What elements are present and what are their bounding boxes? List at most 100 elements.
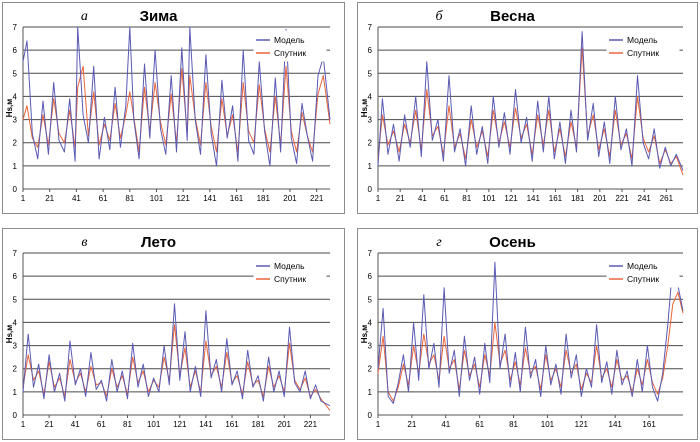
x-tick-label: 161	[549, 194, 563, 203]
y-tick-label: 1	[368, 388, 373, 397]
x-tick-label: 161	[642, 420, 656, 429]
y-tick-label: 5	[368, 69, 373, 78]
x-tick-label: 181	[251, 420, 265, 429]
x-tick-label: 141	[609, 420, 623, 429]
y-tick-label: 2	[368, 365, 373, 374]
y-tick-label: 2	[13, 139, 18, 148]
legend-label: Модель	[274, 35, 305, 45]
chart-panel-summer: 0 1 2 3 4 5 6 7 1 21 41 61 81 101 121 141 161 181 201 221 Hs…	[2, 228, 345, 440]
x-tick-label: 81	[125, 194, 134, 203]
x-tick-label: 21	[407, 420, 416, 429]
chart-title: Весна	[490, 8, 535, 25]
legend-label: Спутник	[627, 274, 659, 284]
y-tick-label: 2	[368, 139, 373, 148]
x-tick-label: 101	[150, 194, 164, 203]
x-tick-label: 61	[475, 420, 484, 429]
legend-label: Спутник	[627, 48, 659, 58]
panel-letter: а	[81, 9, 88, 24]
legend-label: Модель	[627, 35, 658, 45]
x-tick-label: 221	[310, 194, 324, 203]
x-tick-label: 161	[230, 194, 244, 203]
x-tick-label: 141	[203, 194, 217, 203]
x-tick-label: 1	[376, 420, 381, 429]
chart-title: Зима	[140, 8, 179, 25]
series-line-model	[377, 261, 684, 404]
x-tick-label: 81	[509, 420, 518, 429]
legend-label: Спутник	[274, 48, 306, 58]
x-tick-label: 21	[45, 194, 54, 203]
x-tick-label: 221	[615, 194, 629, 203]
y-tick-label: 5	[13, 295, 18, 304]
x-tick-label: 21	[396, 194, 405, 203]
x-tick-label: 181	[257, 194, 271, 203]
x-tick-label: 1	[21, 420, 26, 429]
x-tick-label: 201	[593, 194, 607, 203]
chart-title: Осень	[489, 234, 536, 251]
series-line-model	[22, 26, 331, 167]
x-tick-label: 81	[123, 420, 132, 429]
x-tick-label: 261	[660, 194, 674, 203]
x-tick-label: 201	[278, 420, 292, 429]
y-tick-label: 3	[13, 342, 18, 351]
x-tick-label: 181	[571, 194, 585, 203]
x-tick-label: 141	[199, 420, 213, 429]
y-tick-label: 7	[368, 23, 373, 32]
x-tick-label: 41	[71, 420, 80, 429]
y-tick-label: 1	[368, 162, 373, 171]
x-tick-label: 201	[283, 194, 297, 203]
y-tick-label: 5	[13, 69, 18, 78]
y-tick-label: 1	[13, 162, 18, 171]
y-tick-label: 6	[13, 272, 18, 281]
y-tick-label: 0	[13, 185, 18, 194]
x-tick-label: 61	[99, 194, 108, 203]
x-tick-label: 101	[147, 420, 161, 429]
x-tick-label: 221	[304, 420, 318, 429]
y-tick-label: 1	[13, 388, 18, 397]
y-axis-label: Hs,м	[5, 325, 14, 343]
chart-panel-spring: 0 1 2 3 4 5 6 7 1 21 41 61 81 101 121 141 161 181 201 221 24…	[357, 2, 698, 214]
x-tick-label: 41	[72, 194, 81, 203]
chart-panel-autumn: 0 1 2 3 4 5 6 7 1 21 41 61 81 101 121 141 161 Hs,м Осень г М…	[357, 228, 698, 440]
y-tick-label: 7	[13, 23, 18, 32]
x-tick-label: 1	[376, 194, 381, 203]
x-tick-label: 41	[441, 420, 450, 429]
y-tick-label: 7	[368, 249, 373, 258]
y-tick-label: 4	[13, 92, 18, 101]
y-tick-label: 3	[368, 116, 373, 125]
x-tick-label: 1	[21, 194, 26, 203]
y-tick-label: 4	[368, 318, 373, 327]
panel-letter: г	[436, 235, 442, 250]
x-tick-label: 241	[638, 194, 652, 203]
series-line-model	[22, 303, 331, 407]
x-tick-label: 121	[173, 420, 187, 429]
x-tick-label: 121	[176, 194, 190, 203]
legend-label: Спутник	[274, 274, 306, 284]
y-tick-label: 0	[13, 411, 18, 420]
y-tick-label: 5	[368, 295, 373, 304]
y-tick-label: 7	[13, 249, 18, 258]
x-tick-label: 101	[541, 420, 555, 429]
x-tick-label: 21	[45, 420, 54, 429]
y-tick-label: 3	[13, 116, 18, 125]
x-tick-label: 41	[418, 194, 427, 203]
y-tick-label: 6	[13, 46, 18, 55]
legend-box	[606, 256, 680, 288]
panel-letter: в	[81, 235, 87, 250]
panel-letter: б	[435, 9, 443, 24]
x-tick-label: 161	[225, 420, 239, 429]
y-tick-label: 6	[368, 46, 373, 55]
legend-box	[253, 30, 327, 62]
y-axis-label: Hs,м	[360, 99, 369, 117]
y-tick-label: 6	[368, 272, 373, 281]
x-tick-label: 121	[575, 420, 589, 429]
x-tick-label: 61	[97, 420, 106, 429]
series-line-model	[377, 31, 684, 171]
chart-panel-winter: 0 1 2 3 4 5 6 7 1 21 41 61 81 101 121 141 161 181 201 221 Hs…	[2, 2, 345, 214]
y-tick-label: 4	[13, 318, 18, 327]
legend-label: Модель	[627, 261, 658, 271]
x-tick-label: 121	[504, 194, 518, 203]
